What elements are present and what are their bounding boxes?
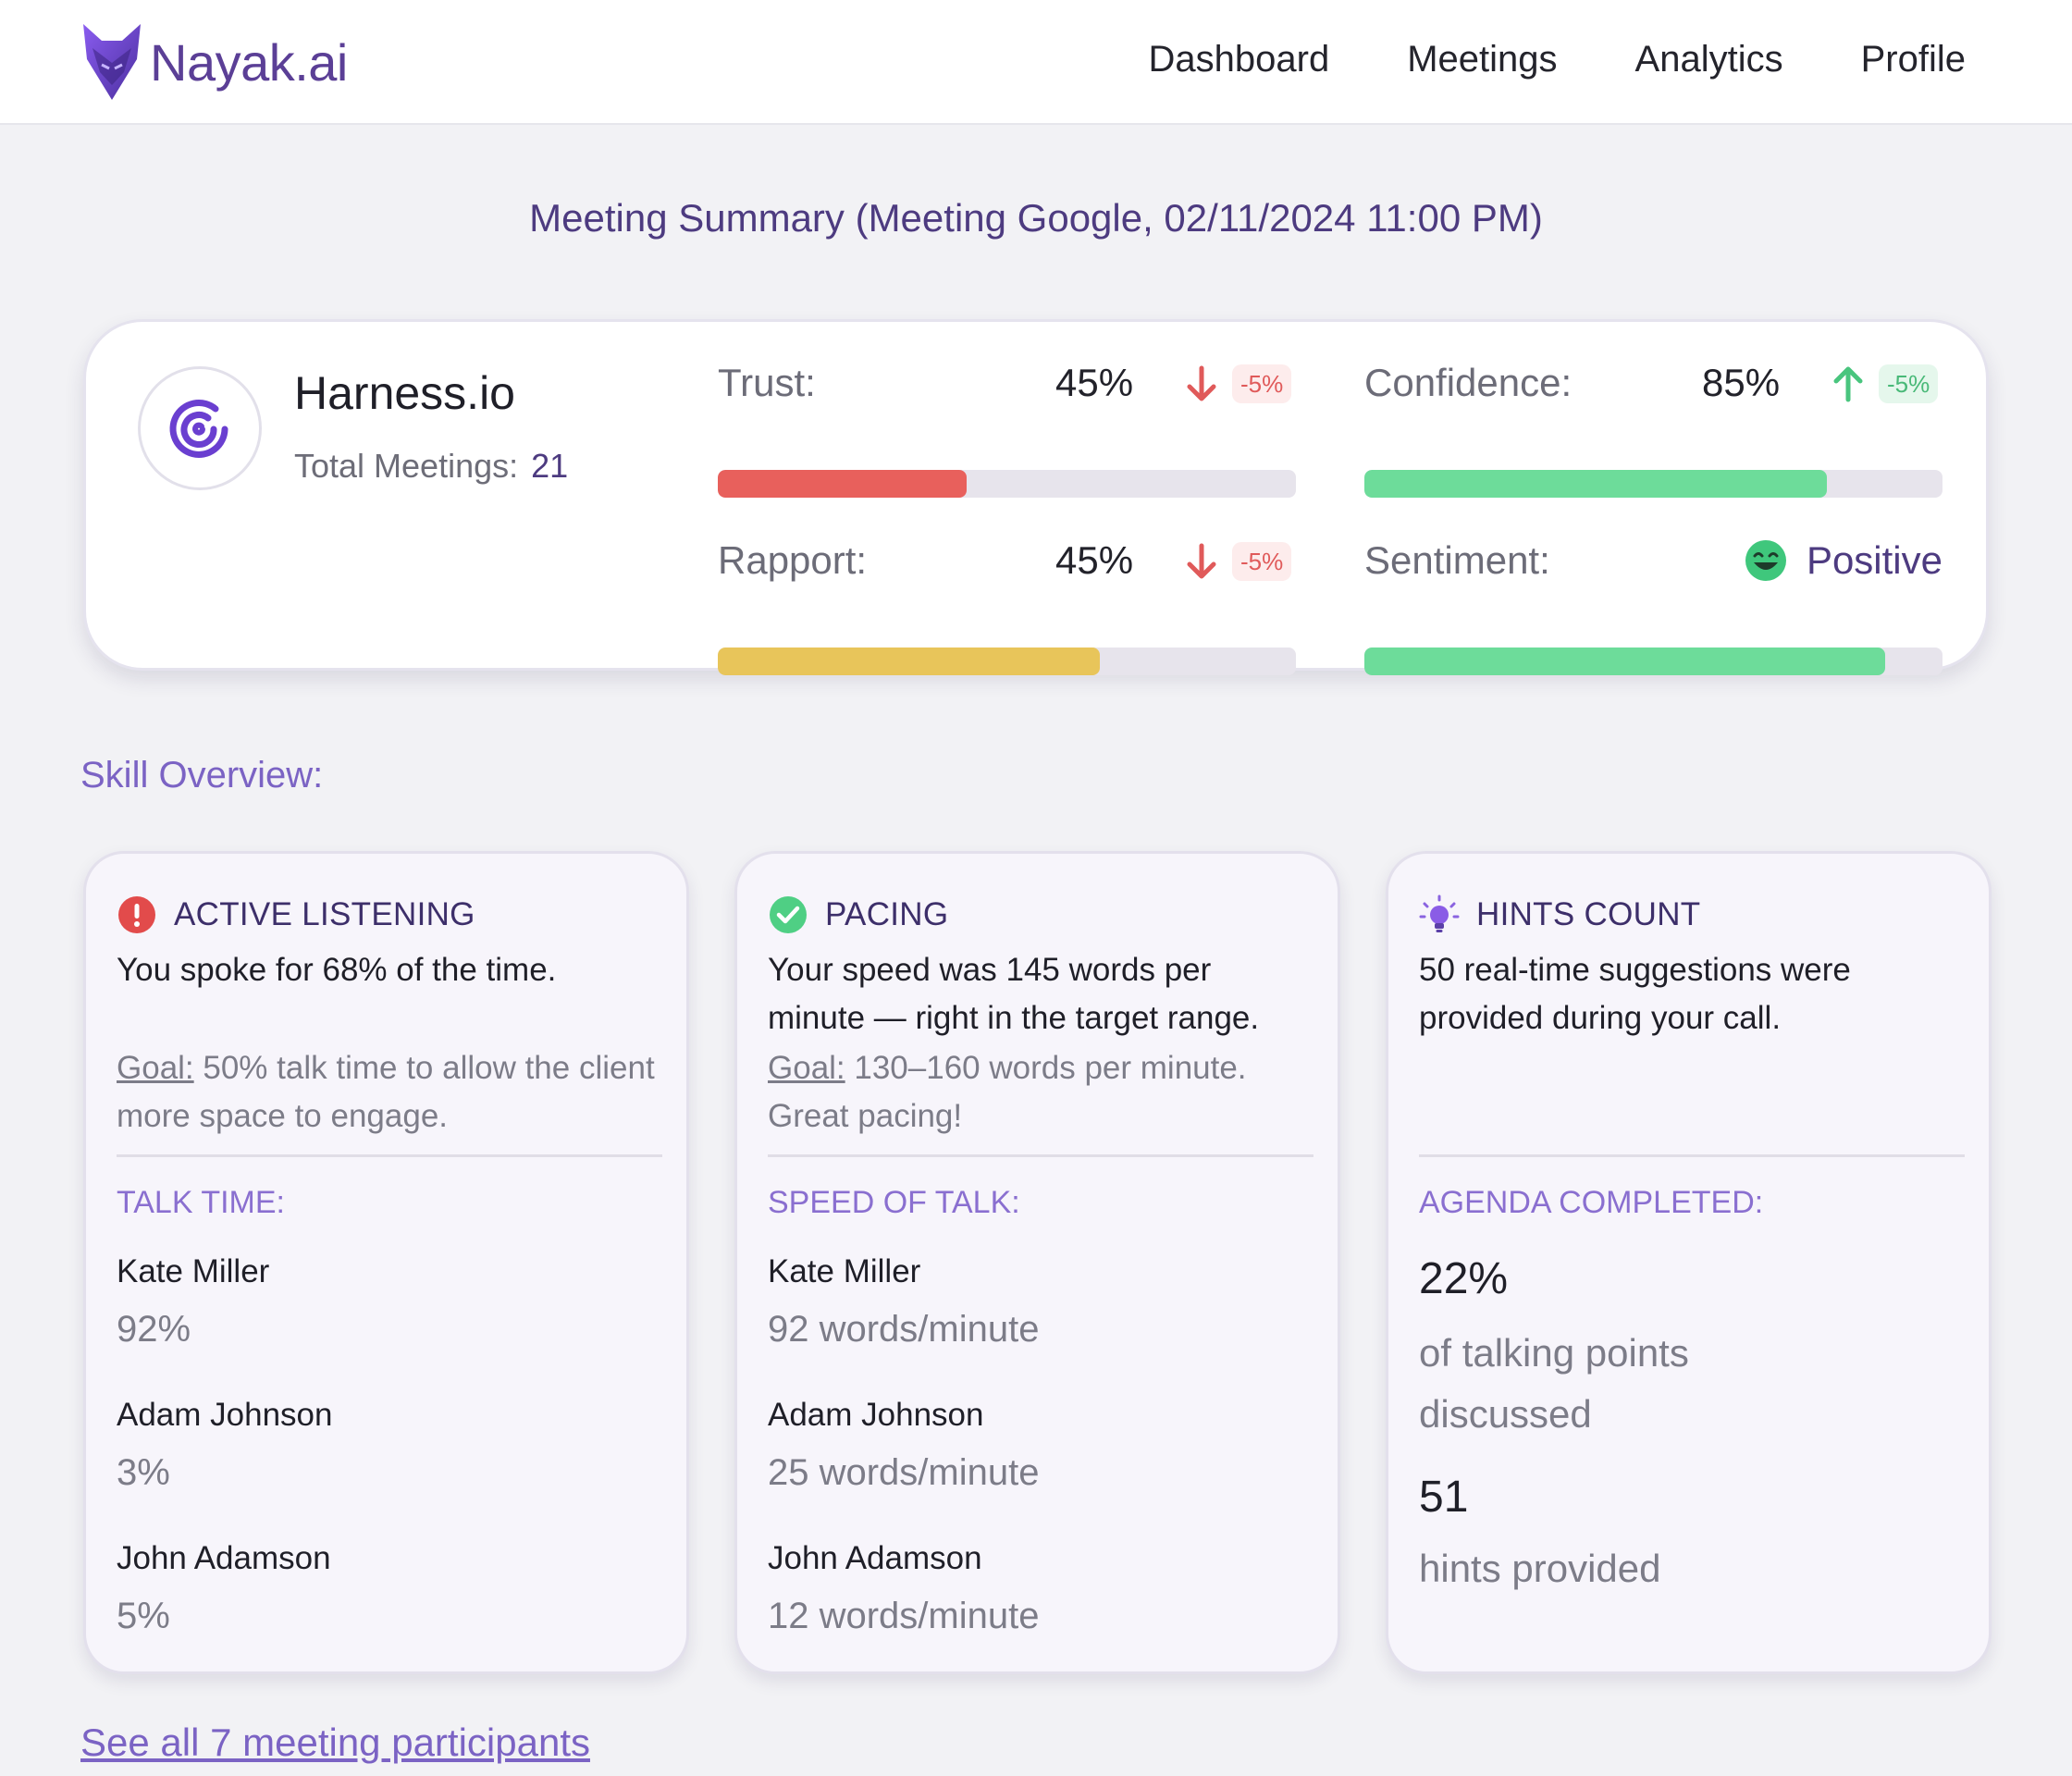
company-logo xyxy=(138,366,262,490)
divider xyxy=(1419,1154,1965,1157)
card-header: ACTIVE LISTENING xyxy=(117,894,475,935)
card-title: HINTS COUNT xyxy=(1476,896,1701,932)
card-goal: Goal: 50% talk time to allow the client … xyxy=(117,1044,662,1141)
divider xyxy=(768,1154,1314,1157)
arrow-down-icon xyxy=(1187,543,1216,579)
nav-profile[interactable]: Profile xyxy=(1860,39,1966,80)
nav-meetings[interactable]: Meetings xyxy=(1407,39,1558,80)
nav-dashboard[interactable]: Dashboard xyxy=(1148,39,1330,80)
page-title: Meeting Summary (Meeting Google, 02/11/2… xyxy=(529,196,1543,240)
rapport-bar-fill xyxy=(718,648,1100,675)
participant-name: John Adamson xyxy=(768,1540,982,1576)
company-name: Harness.io xyxy=(294,367,515,419)
section-label: SPEED OF TALK: xyxy=(768,1185,1020,1220)
confidence-bar xyxy=(1364,470,1942,498)
participant-name: Kate Miller xyxy=(117,1253,270,1289)
participant-name: John Adamson xyxy=(117,1540,331,1576)
check-icon xyxy=(770,896,807,933)
arrow-up-icon xyxy=(1833,366,1863,402)
agenda-completed-caption: of talking points discussed xyxy=(1419,1331,1689,1436)
metric-trust: Trust: 45% -5% xyxy=(718,361,1296,498)
rapport-bar xyxy=(718,648,1296,675)
total-meetings-label: Total Meetings: xyxy=(294,447,519,485)
goal-label: Goal: xyxy=(768,1050,845,1086)
participant-value: 12 words/minute xyxy=(768,1596,1040,1636)
lightbulb-icon xyxy=(1419,894,1460,932)
trust-value: 45% xyxy=(1055,361,1134,404)
card-goal: Goal: 130–160 words per minute. Great pa… xyxy=(768,1044,1314,1141)
participant-name: Adam Johnson xyxy=(768,1397,984,1433)
trust-delta: -5% xyxy=(1232,364,1292,403)
smile-icon xyxy=(1745,540,1786,581)
participant-name: Adam Johnson xyxy=(117,1397,333,1433)
spiral-logo-icon xyxy=(169,400,228,458)
hints-provided-value: 51 xyxy=(1419,1473,1469,1522)
see-all-participants-link[interactable]: See all 7 meeting participants xyxy=(80,1720,590,1764)
trust-bar xyxy=(718,470,1296,498)
participant-value: 92 words/minute xyxy=(768,1309,1040,1350)
brand-logo[interactable]: Nayak.ai xyxy=(80,20,348,104)
skill-overview-heading: Skill Overview: xyxy=(80,755,324,796)
total-meetings-count: 21 xyxy=(531,447,569,485)
section-label: AGENDA COMPLETED: xyxy=(1419,1185,1764,1220)
trust-label: Trust: xyxy=(718,361,816,404)
nav-analytics[interactable]: Analytics xyxy=(1634,39,1783,80)
brand-name: Nayak.ai xyxy=(150,32,348,92)
participant-value: 92% xyxy=(117,1309,191,1350)
section-label: TALK TIME: xyxy=(117,1185,286,1220)
participant-value: 5% xyxy=(117,1596,170,1636)
goal-text: 50% talk time to allow the client more s… xyxy=(117,1050,655,1134)
metric-confidence: Confidence: 85% -5% xyxy=(1364,361,1942,498)
main-nav: Dashboard Meetings Analytics Profile xyxy=(1149,39,1966,80)
card-title: ACTIVE LISTENING xyxy=(174,896,475,932)
card-active-listening: ACTIVE LISTENING You spoke for 68% of th… xyxy=(83,851,689,1674)
card-description: 50 real-time suggestions were provided d… xyxy=(1419,952,1851,1036)
goal-label: Goal: xyxy=(117,1050,194,1086)
participant-value: 3% xyxy=(117,1452,170,1493)
fox-logo-icon xyxy=(83,24,141,100)
arrow-down-icon xyxy=(1187,365,1216,401)
card-pacing: PACING Your speed was 145 words per minu… xyxy=(734,851,1340,1674)
sentiment-value: Positive xyxy=(1806,538,1942,582)
participant-value: 25 words/minute xyxy=(768,1452,1040,1493)
card-header: HINTS COUNT xyxy=(1419,894,1700,935)
card-header: PACING xyxy=(768,894,948,935)
card-description: You spoke for 68% of the time. xyxy=(117,952,557,988)
meeting-summary-card: Harness.io Total Meetings: 21 Trust: 45% … xyxy=(83,319,1989,675)
sentiment-label: Sentiment: xyxy=(1364,538,1550,582)
rapport-value: 45% xyxy=(1055,538,1134,582)
trust-bar-fill xyxy=(718,470,967,498)
hints-provided-caption: hints provided xyxy=(1419,1547,1661,1590)
goal-text: 130–160 words per minute. Great pacing! xyxy=(768,1050,1247,1134)
card-description: Your speed was 145 words per minute — ri… xyxy=(768,952,1260,1036)
alert-icon xyxy=(118,896,155,933)
confidence-value: 85% xyxy=(1702,361,1781,404)
sentiment-bar-fill xyxy=(1364,648,1885,675)
card-hints-count: HINTS COUNT 50 real-time suggestions wer… xyxy=(1386,851,1992,1674)
card-title: PACING xyxy=(825,896,949,932)
confidence-label: Confidence: xyxy=(1364,361,1572,404)
agenda-completed-value: 22% xyxy=(1419,1254,1509,1303)
total-meetings: Total Meetings: 21 xyxy=(294,447,568,486)
participant-name: Kate Miller xyxy=(768,1253,921,1289)
top-navbar: Nayak.ai Dashboard Meetings Analytics Pr… xyxy=(0,0,2072,125)
confidence-bar-fill xyxy=(1364,470,1827,498)
confidence-delta: -5% xyxy=(1879,364,1939,403)
divider xyxy=(117,1154,662,1157)
rapport-delta: -5% xyxy=(1232,542,1292,581)
sentiment-bar xyxy=(1364,648,1942,675)
rapport-label: Rapport: xyxy=(718,538,868,582)
metric-rapport: Rapport: 45% -5% xyxy=(718,538,1296,675)
metric-sentiment: Sentiment: Positive xyxy=(1364,538,1942,675)
